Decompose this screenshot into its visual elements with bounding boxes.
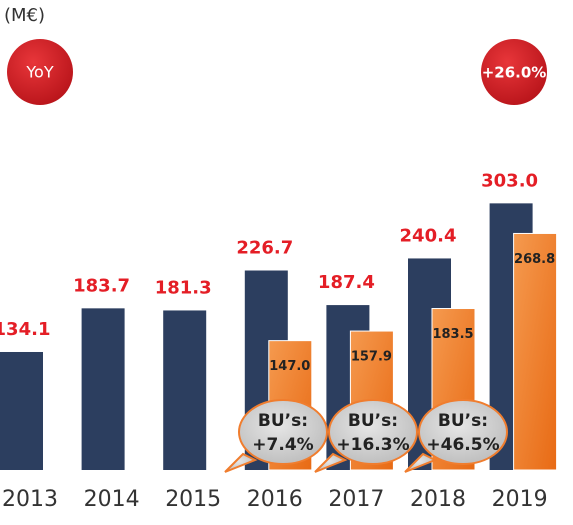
callout (328, 399, 418, 465)
value-label: 187.4 (318, 272, 375, 293)
value-label: 303.0 (481, 170, 538, 191)
x-tick-label: 2017 (328, 487, 384, 512)
callout (314, 452, 348, 473)
callout-text: BU’s: (348, 411, 398, 431)
callout-text: +46.5% (426, 435, 499, 455)
callout (404, 452, 438, 473)
value-label: 147.0 (269, 359, 310, 374)
value-label: 226.7 (236, 238, 293, 259)
x-tick-label: 2014 (84, 487, 140, 512)
value-label: 268.8 (514, 252, 555, 267)
bar (513, 232, 558, 471)
badge (481, 39, 547, 105)
value-label: 134.1 (0, 319, 50, 340)
badge-label: YoY (25, 63, 53, 82)
callout (238, 399, 328, 465)
value-label: 181.3 (155, 277, 212, 298)
badge (7, 39, 73, 105)
x-tick-label: 2013 (2, 487, 58, 512)
x-tick-label: 2018 (410, 487, 466, 512)
bar (81, 308, 125, 470)
badge-label: +26.0% (482, 64, 547, 82)
callout-text: BU’s: (438, 411, 488, 431)
callout-text: +7.4% (252, 435, 313, 455)
callout (418, 399, 508, 465)
bar (0, 351, 43, 470)
callout-text: +16.3% (336, 435, 409, 455)
value-label: 183.5 (432, 327, 473, 342)
value-label: 240.4 (400, 225, 457, 246)
callout (224, 452, 258, 473)
value-label: 157.9 (351, 350, 392, 365)
bar (163, 310, 207, 470)
unit-label: (M€) (4, 5, 45, 26)
callout-text: BU’s: (258, 411, 308, 431)
x-tick-label: 2016 (247, 487, 303, 512)
x-tick-label: 2019 (492, 487, 548, 512)
x-tick-label: 2015 (165, 487, 221, 512)
value-label: 183.7 (73, 275, 130, 296)
